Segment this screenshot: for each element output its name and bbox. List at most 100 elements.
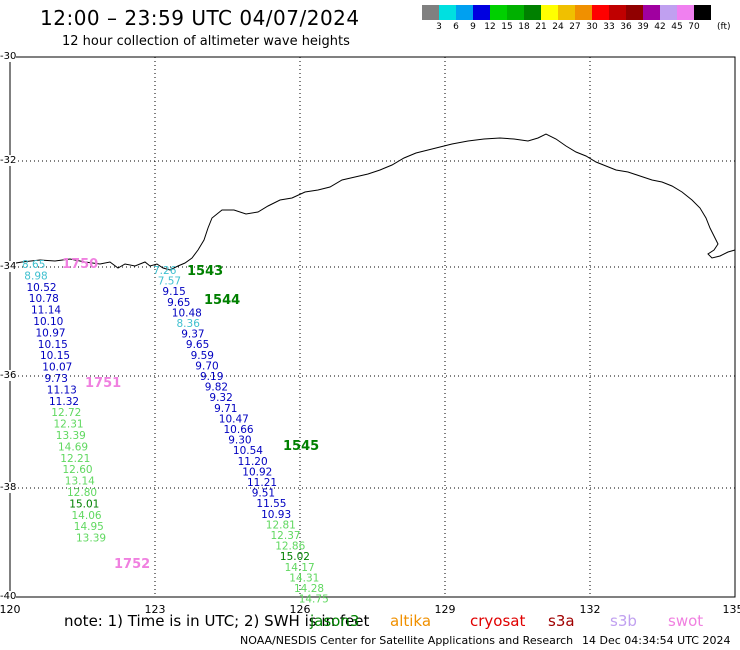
wave-height-value: 9.32: [209, 392, 232, 404]
generated-timestamp: 14 Dec 04:34:54 UTC 2024: [582, 634, 731, 647]
wave-height-value: 10.93: [261, 509, 291, 521]
color-scale-swatch: [660, 5, 677, 20]
color-scale-label: 15: [501, 22, 513, 32]
map-frame: [9, 56, 736, 598]
wave-height-value: 10.54: [233, 445, 263, 457]
lon-label-129: 129: [434, 603, 456, 616]
color-scale-swatch: [558, 5, 575, 20]
wave-height-value: 9.59: [191, 350, 214, 362]
altimeter-tracks: 8.658.9810.5210.7811.1410.1010.9710.1510…: [22, 257, 329, 606]
wave-height-value: 11.20: [238, 456, 268, 468]
satellite-legend-altika: altika: [390, 612, 432, 630]
pass-time-label: 1752: [114, 557, 150, 572]
color-scale-label: 33: [603, 22, 615, 32]
lat-label-40s: -40: [0, 591, 17, 602]
map-subtitle: 12 hour collection of altimeter wave hei…: [62, 34, 350, 49]
wave-height-value: 9.71: [214, 403, 237, 415]
color-scale-swatch: [643, 5, 660, 20]
wave-height-value: 10.52: [27, 282, 57, 294]
wave-height-value: 10.97: [36, 327, 66, 339]
lat-label-32s: -32: [0, 155, 17, 166]
wave-height-value: 14.69: [58, 441, 88, 453]
wave-height-value: 14.95: [74, 521, 104, 533]
wave-height-color-scale: [422, 5, 711, 20]
lat-label-36s: -36: [0, 370, 17, 381]
wave-height-value: 9.65: [167, 297, 190, 309]
wave-height-value: 12.80: [67, 487, 97, 499]
pass-time-label: 1543: [187, 264, 223, 279]
wave-height-value: 12.21: [60, 453, 90, 465]
wave-height-value: 11.55: [256, 498, 286, 510]
color-scale-swatch: [541, 5, 558, 20]
satellite-legend-cryosat: cryosat: [470, 612, 526, 630]
wave-height-value: 11.14: [31, 305, 61, 317]
pass-time-label: 1751: [85, 376, 121, 391]
wave-height-value: 13.39: [76, 533, 106, 545]
color-scale-swatch: [609, 5, 626, 20]
lon-label-120: 120: [0, 603, 21, 616]
graticule: [10, 57, 735, 597]
wave-height-value: 9.70: [195, 360, 218, 372]
wave-height-value: 10.78: [29, 293, 59, 305]
wave-height-value: 10.92: [242, 466, 272, 478]
wave-height-value: 9.30: [228, 435, 251, 447]
wave-height-value: 13.39: [56, 430, 86, 442]
wave-height-value: 11.21: [247, 477, 277, 489]
wave-height-value: 14.28: [294, 583, 324, 595]
wave-height-value: 9.37: [181, 329, 204, 341]
wave-height-value: 9.65: [186, 339, 209, 351]
color-scale-swatch: [575, 5, 592, 20]
pass-time-label: 1545: [283, 439, 319, 454]
color-scale-unit: (ft): [717, 22, 731, 32]
lat-label-30s: -30: [0, 51, 17, 62]
color-scale-swatch: [422, 5, 439, 20]
wave-height-value: 12.37: [271, 530, 301, 542]
satellite-legend-s3a: s3a: [548, 612, 575, 630]
color-scale-swatch: [694, 5, 711, 20]
wave-height-value: 15.02: [280, 551, 310, 563]
color-scale-swatch: [507, 5, 524, 20]
wave-height-value: 10.48: [172, 307, 202, 319]
wave-height-value: 13.14: [65, 476, 95, 488]
wave-height-value: 12.31: [54, 419, 84, 431]
lon-label-132: 132: [579, 603, 601, 616]
color-scale-label: 21: [535, 22, 547, 32]
wave-height-value: 11.13: [47, 384, 77, 396]
color-scale-swatch: [473, 5, 490, 20]
color-scale-swatch: [626, 5, 643, 20]
color-scale-label: 6: [453, 22, 459, 32]
wave-height-value: 14.31: [289, 572, 319, 584]
wave-height-value: 9.15: [162, 286, 185, 298]
credit-line: NOAA/NESDIS Center for Satellite Applica…: [240, 634, 574, 647]
color-scale-label: 39: [637, 22, 649, 32]
color-scale-label: 30: [586, 22, 598, 32]
wave-height-value: 9.19: [200, 371, 223, 383]
wave-height-value: 10.10: [33, 316, 63, 328]
wave-height-value: 10.07: [42, 362, 72, 374]
lat-label-34s: -34: [0, 261, 17, 272]
color-scale-label: 27: [569, 22, 581, 32]
wave-height-value: 8.36: [177, 318, 201, 330]
wave-height-value: 15.01: [69, 498, 99, 510]
wave-height-value: 7.26: [153, 265, 177, 277]
color-scale-swatch: [524, 5, 541, 20]
wave-height-value: 9.82: [205, 382, 228, 394]
wave-height-value: 8.98: [24, 270, 47, 282]
color-scale-label: 45: [671, 22, 683, 32]
wave-height-value: 12.81: [266, 519, 296, 531]
wave-height-value: 10.15: [40, 350, 70, 362]
color-scale-label: 24: [552, 22, 564, 32]
wave-height-value: 14.75: [299, 594, 329, 606]
satellite-legend-swot: swot: [668, 612, 704, 630]
color-scale-label: 18: [518, 22, 530, 32]
wave-height-value: 12.72: [51, 407, 81, 419]
wave-height-value: 14.06: [72, 510, 102, 522]
wave-height-value: 14.17: [285, 562, 315, 574]
coastline: [9, 133, 736, 271]
color-scale-swatch: [490, 5, 507, 20]
color-scale-swatch: [592, 5, 609, 20]
color-scale-label: 36: [620, 22, 632, 32]
lon-label-126: 126: [289, 603, 311, 616]
color-scale-swatch: [456, 5, 473, 20]
